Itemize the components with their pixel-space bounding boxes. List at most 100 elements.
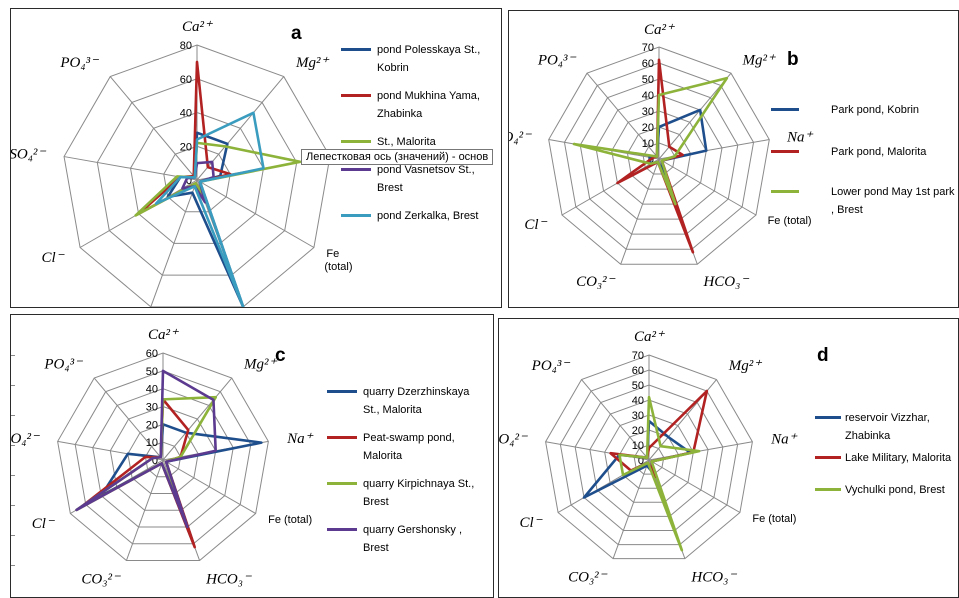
grid-ring xyxy=(559,369,739,546)
axis-label: CO₃²⁻ xyxy=(81,571,121,587)
axis-label: HCO₃⁻ xyxy=(690,570,737,586)
axis-label: PO₄³⁻ xyxy=(531,358,571,374)
legend-item[interactable]: Lake Military, Malorita xyxy=(815,449,958,467)
legend: reservoir Vizzhar, Zhabinka Lake Militar… xyxy=(815,409,958,509)
legend-item[interactable]: St., Malorita xyxy=(341,133,501,151)
legend-swatch xyxy=(327,436,357,439)
legend-item[interactable]: quarry Kirpichnaya St., Brest xyxy=(327,475,487,511)
tick-label: 70 xyxy=(632,350,644,362)
grid-spoke xyxy=(620,158,660,265)
tick-label: 30 xyxy=(146,402,158,414)
grid-ring xyxy=(127,423,199,495)
tick-label: 50 xyxy=(146,366,158,378)
tick-label: 40 xyxy=(180,108,192,120)
axis-label: Fe (total) xyxy=(752,513,796,525)
axis-label: Cl⁻ xyxy=(32,516,55,532)
axis-label: Cl⁻ xyxy=(42,250,65,266)
axis-label: Fe (total) xyxy=(768,215,812,227)
axis-label: Fe xyxy=(326,248,339,260)
grid-ring xyxy=(144,441,182,478)
grid-spoke xyxy=(658,158,757,216)
grid-spoke xyxy=(581,379,650,461)
panel-label: c xyxy=(275,345,286,366)
legend-item[interactable]: quarry Dzerzhinskaya St., Malorita xyxy=(327,383,487,419)
ruler-tick xyxy=(11,385,15,386)
axis-label: HCO₃⁻ xyxy=(702,274,749,290)
legend-item[interactable]: pond Polesskaya St., Kobrin xyxy=(341,41,501,77)
grid-spoke xyxy=(612,459,650,559)
legend: pond Polesskaya St., Kobrin pond Mukhina… xyxy=(341,41,501,235)
axis-label: Mg²⁺ xyxy=(728,358,762,374)
grid-ring xyxy=(92,388,234,528)
legend-label: Lower pond May 1st park , Brest xyxy=(831,186,955,216)
axis-tooltip: Лепестковая ось (значений) - основ xyxy=(301,149,494,165)
grid-spoke xyxy=(196,179,315,248)
tick-label: 40 xyxy=(146,384,158,396)
legend-item[interactable]: reservoir Vizzhar, Zhabinka xyxy=(815,409,958,445)
legend-swatch xyxy=(327,390,357,393)
axis-label: Na⁺ xyxy=(286,431,314,447)
legend-item[interactable]: Park pond, Malorita xyxy=(771,143,955,161)
legend-item[interactable]: Vychulki pond, Brest xyxy=(815,481,958,499)
legend-label: Park pond, Malorita xyxy=(831,146,927,158)
series-line xyxy=(618,395,701,552)
grid-ring xyxy=(604,414,694,503)
grid-spoke xyxy=(162,459,256,514)
legend-label: pond Vasnetsov St., Brest xyxy=(377,164,475,194)
axis-label: Na⁺ xyxy=(770,431,798,447)
tick-label: 60 xyxy=(642,58,654,70)
tick-label: 80 xyxy=(180,40,192,52)
legend-swatch xyxy=(815,456,841,459)
grid-ring xyxy=(96,78,298,276)
panel-label: d xyxy=(817,345,829,366)
legend-label: pond Zerkalka, Brest xyxy=(377,210,479,222)
legend-label: quarry Gershonsky , Brest xyxy=(363,524,463,554)
grid-ring xyxy=(563,62,755,250)
grid-spoke xyxy=(125,459,164,561)
tick-label: 20 xyxy=(146,419,158,431)
axis-label: Ca²⁺ xyxy=(634,329,665,345)
legend-item[interactable]: Lower pond May 1st park , Brest xyxy=(771,183,955,219)
tick-label: 10 xyxy=(642,138,654,150)
tick-label: 0 xyxy=(638,455,644,467)
panel-label: a xyxy=(291,23,302,44)
grid-spoke xyxy=(93,377,164,461)
grid-ring xyxy=(545,354,753,560)
axis-label: HCO₃⁻ xyxy=(205,571,252,587)
tick-label: 40 xyxy=(642,90,654,102)
grid-ring xyxy=(642,142,676,175)
grid-ring xyxy=(574,384,724,531)
grid-ring xyxy=(548,46,770,265)
legend-swatch xyxy=(341,48,371,51)
axis-label: (total) xyxy=(324,261,352,273)
tick-label: 60 xyxy=(632,365,644,377)
ruler-tick xyxy=(11,445,15,446)
tick-label: 0 xyxy=(152,455,158,467)
axis-label: CO₃²⁻ xyxy=(568,570,608,586)
grid-spoke xyxy=(109,76,198,181)
legend-item[interactable]: pond Vasnetsov St., Brest xyxy=(341,161,501,197)
tick-label: 60 xyxy=(146,348,158,360)
grid-spoke xyxy=(648,459,741,513)
legend-item[interactable]: pond Mukhina Yama, Zhabinka xyxy=(341,87,501,123)
chart-panel-d: 70 60 50 40 30 20 10 0 Ca²⁺ Mg²⁺ Na⁺ Fe (total) HCO₃… xyxy=(498,318,959,598)
axis-label: Cl⁻ xyxy=(520,515,543,531)
ruler-tick xyxy=(11,415,15,416)
ruler-tick xyxy=(11,505,15,506)
ruler-tick xyxy=(11,475,15,476)
series-line xyxy=(75,369,217,529)
grid-spoke xyxy=(150,179,198,307)
axis-label: SO₄²⁻ xyxy=(509,129,532,145)
series-line xyxy=(154,111,265,307)
legend-item[interactable]: pond Zerkalka, Brest xyxy=(341,207,501,225)
legend-item[interactable]: Park pond, Kobrin xyxy=(771,101,955,119)
axis-label: Mg²⁺ xyxy=(243,356,277,372)
ruler-tick xyxy=(11,565,15,566)
axis-label: SO₄²⁻ xyxy=(499,431,528,447)
legend-label: Park pond, Kobrin xyxy=(831,104,920,116)
legend-swatch xyxy=(341,140,371,143)
tick-label: 70 xyxy=(642,42,654,54)
legend-item[interactable]: Peat-swamp pond, Malorita xyxy=(327,429,487,465)
legend-item[interactable]: quarry Gershonsky , Brest xyxy=(327,521,487,557)
